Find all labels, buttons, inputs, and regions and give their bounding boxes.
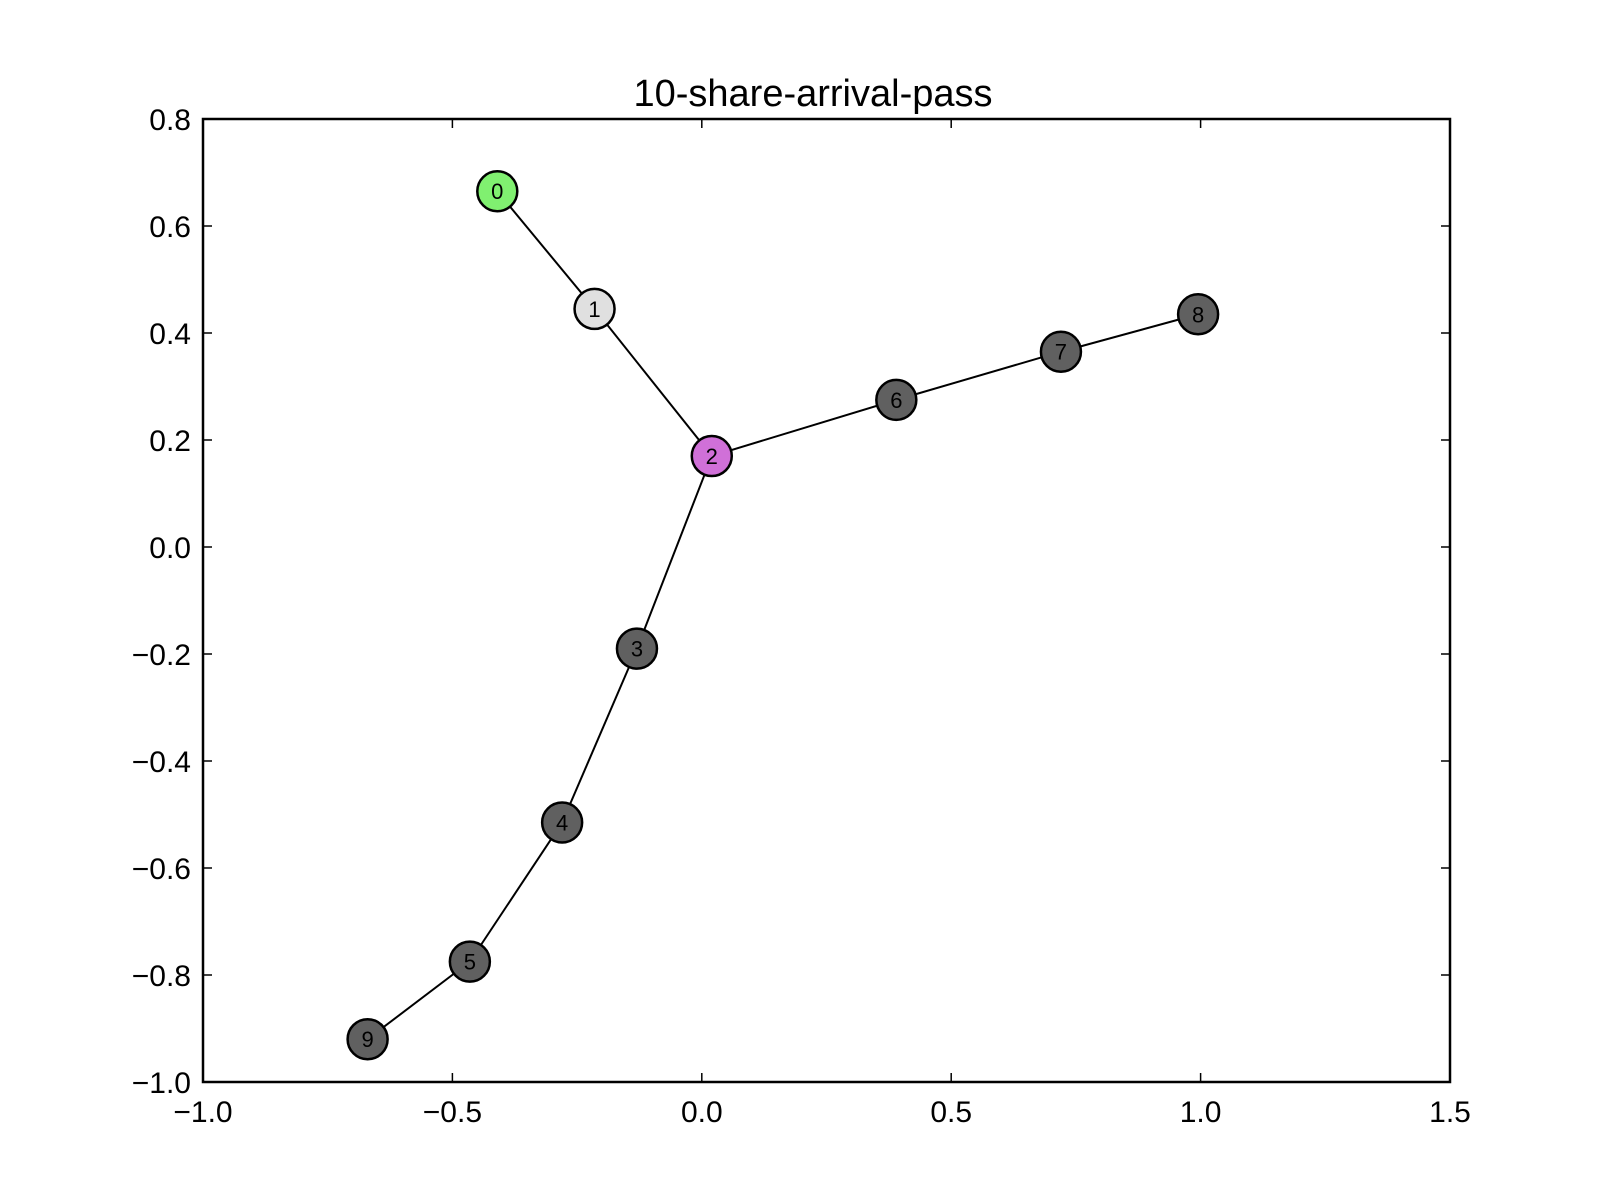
- edge-6-7: [896, 350, 1062, 401]
- node-circle: [1176, 293, 1220, 336]
- y-tick-labels: −1.0 −0.8 −0.6 −0.4 −0.2 0.0 0.2 0.4 0.6 0.8: [132, 104, 191, 1100]
- y-tick-label: −0.2: [132, 639, 191, 672]
- x-tick-labels: −1.0 −0.5 0.0 0.5 1.0 1.5: [173, 1096, 1470, 1129]
- node-6: 6: [875, 378, 918, 422]
- node-label: 2: [706, 444, 718, 469]
- node-label: 5: [464, 950, 476, 975]
- nodes-layer: 0 1 2 3 4 5 6 7 8 9: [346, 169, 1220, 1061]
- x-tick-label: 1.0: [1180, 1096, 1222, 1129]
- node-circle: [615, 627, 659, 670]
- x-tick-label: 0.0: [681, 1096, 723, 1129]
- x-tick-label: −0.5: [423, 1096, 482, 1129]
- node-0: 0: [476, 169, 519, 213]
- node-circle: [573, 287, 616, 331]
- node-label: 4: [556, 811, 568, 836]
- y-tick-label: −1.0: [132, 1067, 191, 1100]
- chart-title: 10-share-arrival-pass: [633, 73, 992, 115]
- y-tick-label: −0.8: [132, 960, 191, 993]
- node-label: 3: [631, 637, 643, 662]
- edge-4-5: [469, 821, 563, 963]
- node-label: 0: [491, 179, 503, 204]
- node-label: 9: [361, 1027, 373, 1052]
- axes-frame: [201, 117, 1452, 1084]
- edge-7-8: [1060, 313, 1199, 353]
- node-circle: [690, 434, 734, 478]
- edge-0-1: [496, 190, 596, 310]
- y-tick-label: 0.0: [149, 532, 191, 565]
- y-tick-label: −0.4: [132, 746, 191, 779]
- node-circle: [875, 378, 918, 422]
- node-5: 5: [448, 940, 492, 983]
- x-tick-label: −1.0: [173, 1096, 232, 1129]
- edge-5-9: [366, 960, 471, 1040]
- node-circle: [448, 940, 492, 983]
- y-tick-label: 0.4: [149, 318, 191, 351]
- ticks-layer: [202, 118, 1451, 1083]
- node-1: 1: [573, 287, 616, 331]
- node-circle: [346, 1017, 389, 1061]
- node-7: 7: [1039, 330, 1083, 373]
- node-2: 2: [690, 434, 734, 478]
- node-label: 6: [890, 388, 902, 413]
- edge-3-4: [561, 648, 638, 823]
- node-label: 1: [588, 297, 600, 322]
- node-label: 8: [1192, 302, 1204, 327]
- y-tick-label: −0.6: [132, 853, 191, 886]
- edge-2-3: [636, 455, 713, 650]
- y-tick-label: 0.6: [149, 211, 191, 244]
- node-9: 9: [346, 1017, 389, 1061]
- edge-2-6: [711, 398, 897, 458]
- edge-1-2: [593, 308, 713, 457]
- node-circle: [540, 801, 584, 844]
- x-tick-label: 1.5: [1429, 1096, 1471, 1129]
- node-label: 7: [1055, 340, 1067, 365]
- node-4: 4: [540, 801, 584, 844]
- node-circle: [476, 169, 519, 213]
- node-3: 3: [615, 627, 659, 670]
- node-8: 8: [1176, 293, 1220, 336]
- edges-layer: [366, 190, 1199, 1040]
- y-tick-label: 0.2: [149, 425, 191, 458]
- y-tick-label: 0.8: [149, 104, 191, 137]
- node-circle: [1039, 330, 1083, 373]
- x-tick-label: 0.5: [930, 1096, 972, 1129]
